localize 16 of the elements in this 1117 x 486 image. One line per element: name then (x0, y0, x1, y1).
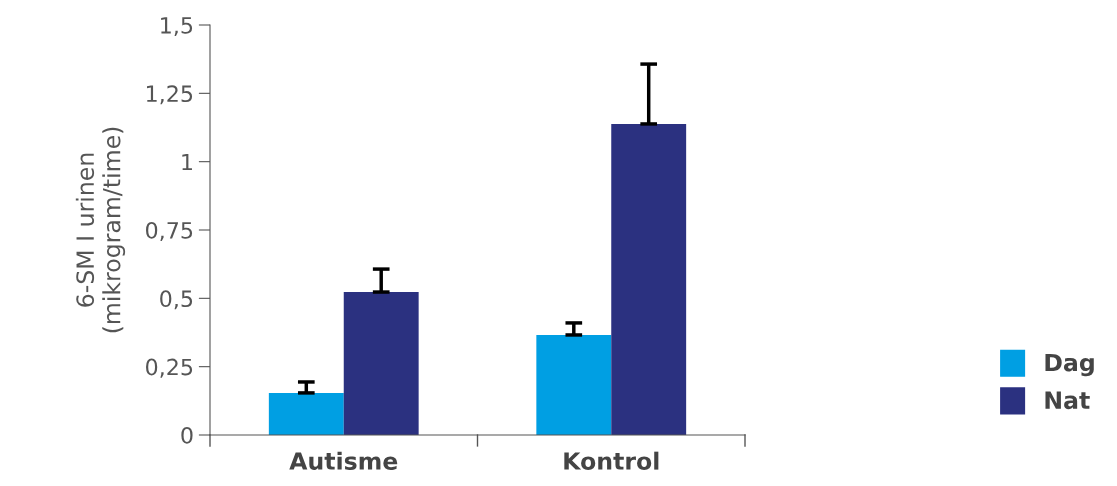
y-tick-label: 0,25 (146, 358, 193, 378)
y-tick-label: 1,5 (161, 17, 193, 37)
bar (343, 292, 419, 435)
x-tick-label: Autisme (289, 451, 398, 470)
bar (536, 334, 612, 435)
legend-label: Dag (1045, 353, 1094, 377)
x-tick-label: Kontrol (564, 451, 659, 470)
bar (268, 392, 344, 435)
y-tick-label: 1,25 (146, 85, 193, 105)
y-tick-label: 0,75 (146, 221, 193, 242)
y-axis-title: 6-SM I urinen (mikrogram/time) (75, 127, 126, 333)
bar (611, 123, 687, 435)
legend-label: Nat (1045, 391, 1090, 410)
y-tick-label: 0,5 (160, 290, 193, 310)
y-tick-label: 1 (182, 153, 192, 171)
y-tick-label: 0 (181, 426, 193, 444)
